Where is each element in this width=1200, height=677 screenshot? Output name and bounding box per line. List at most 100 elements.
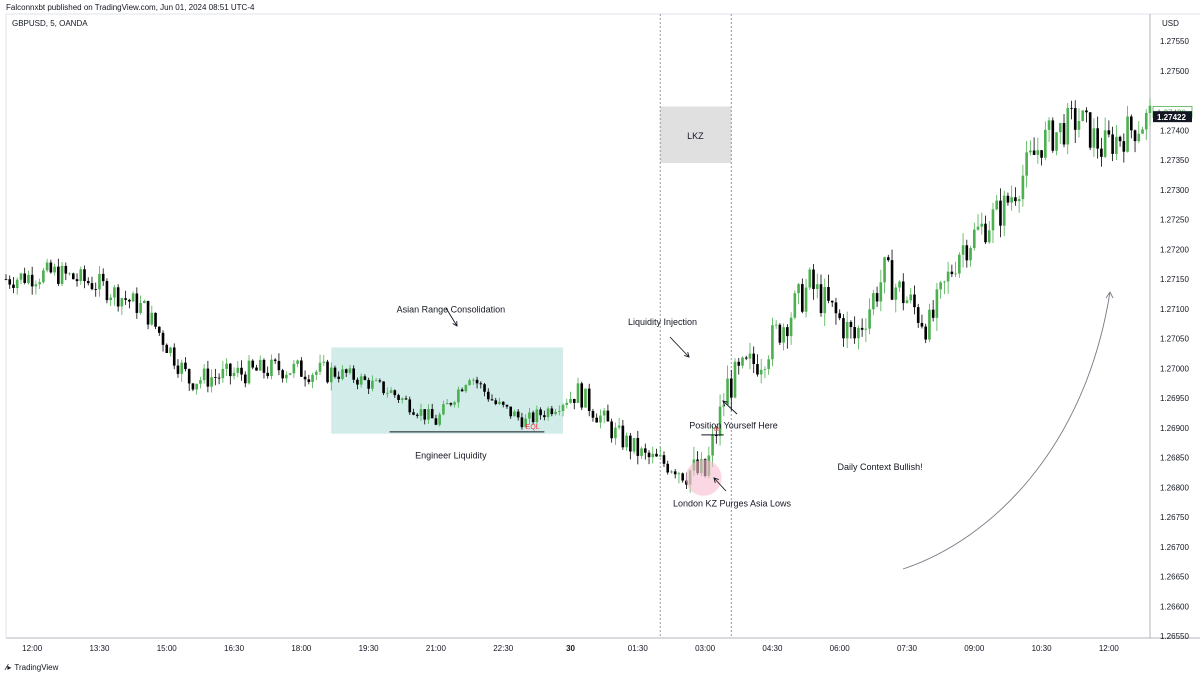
candle [1077, 108, 1081, 138]
candle-body [1058, 123, 1062, 133]
candle-body [165, 344, 169, 354]
candle-body [505, 404, 509, 407]
candle [232, 367, 236, 380]
time-tick: 12:00 [1099, 644, 1120, 653]
candle [94, 282, 98, 297]
candle [999, 188, 1002, 238]
candle-body [157, 326, 161, 333]
candle-body [726, 378, 729, 405]
candle [1144, 109, 1148, 141]
symbol-info[interactable]: GBPUSD, 5, OANDA [12, 19, 88, 28]
candle-body [543, 415, 546, 418]
candle-body [113, 287, 116, 298]
candle [1002, 190, 1006, 237]
candle-body [1092, 128, 1096, 148]
candle-body [1103, 130, 1107, 157]
candle-body [202, 368, 206, 381]
candle-body [90, 283, 94, 290]
candle [475, 376, 479, 389]
candle-body [206, 368, 210, 387]
candle [397, 393, 400, 403]
candle [113, 285, 116, 306]
candle-body [625, 435, 628, 448]
candle-body [184, 362, 187, 370]
candle [804, 278, 808, 318]
candle-body [520, 417, 524, 428]
candle [513, 409, 516, 417]
candle-body [786, 327, 789, 337]
candle-body [771, 325, 774, 360]
time-tick: 09:00 [964, 644, 985, 653]
candle [251, 359, 255, 370]
candle [636, 430, 640, 465]
candle [371, 375, 374, 392]
candle-body [251, 360, 255, 368]
candle [737, 358, 741, 375]
candle [352, 365, 355, 383]
candle [584, 388, 587, 408]
candle [498, 397, 501, 406]
candle-body [393, 390, 397, 396]
candle-body [673, 471, 677, 475]
candle [494, 397, 498, 406]
candle-body [120, 298, 124, 307]
price-tick: 1.26700 [1160, 543, 1189, 552]
candle [176, 359, 180, 378]
candle-body [430, 409, 434, 419]
candle-body [8, 279, 12, 285]
candle [872, 289, 875, 316]
candle [569, 391, 572, 404]
candle-body [1044, 129, 1047, 158]
candle [894, 283, 898, 313]
candle-body [191, 383, 195, 390]
candle [509, 406, 513, 419]
candle-body [894, 287, 898, 300]
candle-body [434, 418, 438, 425]
price-chart[interactable]: EQL 86 Asian Range Consolidation Engineer L… [0, 0, 1200, 660]
candle [464, 384, 468, 394]
candle-body [782, 327, 785, 343]
candle [19, 272, 23, 284]
candle [128, 298, 131, 309]
candle [991, 202, 995, 244]
candle [771, 317, 774, 367]
candle-body [662, 455, 666, 464]
candle [943, 280, 946, 295]
candle-body [1088, 112, 1092, 148]
candle [184, 357, 187, 372]
tradingview-logo[interactable]: ⁄▸ TradingView [6, 663, 58, 672]
arrow-london-head [713, 477, 719, 483]
arrow-london [713, 477, 727, 492]
candle-body [886, 257, 890, 261]
candle [1025, 141, 1028, 188]
candle [1040, 150, 1043, 166]
candle-body [879, 282, 883, 302]
price-tick: 1.26750 [1160, 513, 1189, 522]
candle [1014, 187, 1017, 206]
candle [1010, 185, 1013, 211]
london-kz-label: London KZ Purges Asia Lows [673, 498, 792, 508]
candle [711, 425, 714, 468]
candle-body [1085, 110, 1088, 113]
time-tick: 07:30 [897, 644, 918, 653]
candle [472, 378, 475, 385]
candle [79, 266, 83, 285]
candle-body [838, 313, 842, 319]
candle [838, 309, 842, 321]
candle-body [969, 248, 972, 261]
candle [565, 398, 569, 409]
position-label: Position Yourself Here [689, 420, 778, 430]
candle-body [1115, 136, 1118, 154]
time-tick: 03:00 [695, 644, 716, 653]
candle [883, 256, 886, 294]
candle [845, 311, 849, 349]
candle [1006, 192, 1010, 206]
candle-body [479, 383, 483, 385]
candle [53, 263, 56, 276]
candle-body [472, 379, 475, 381]
candle-body [344, 369, 348, 373]
candle-body [468, 380, 471, 386]
candle-body [617, 425, 621, 428]
price-tick: 1.27250 [1160, 216, 1189, 225]
candle [348, 364, 352, 375]
